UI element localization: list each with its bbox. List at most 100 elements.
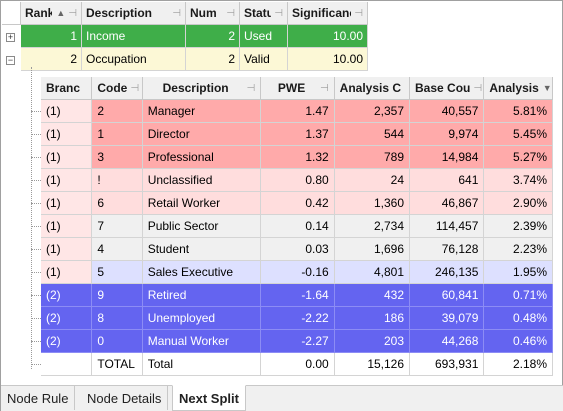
analysis-count-cell: 2,734 (334, 215, 411, 238)
branch-cell: (1) (41, 215, 93, 238)
description-cell: Retired (142, 284, 262, 307)
analysis-cell: 2.23% (484, 238, 553, 261)
branch-cell: (1) (41, 100, 93, 123)
pin-icon[interactable]: ⊣ (319, 82, 329, 94)
code-cell: 9 (92, 284, 143, 307)
branch-cell: (1) (41, 146, 93, 169)
branch-cell: (1) (41, 192, 93, 215)
analysis-cell: 5.81% (484, 100, 553, 123)
pin-icon[interactable]: ⊣ (226, 7, 235, 19)
pwe-cell: 0.00 (261, 353, 335, 376)
tab-next-split[interactable]: Next Split (172, 385, 246, 411)
branch-cell: (2) (41, 307, 93, 330)
column-header-base-count[interactable]: Base Cou ⊣ (410, 77, 485, 100)
branch-cell: (1) (41, 123, 93, 146)
branch-cell: (1) (41, 238, 93, 261)
analysis-cell: 0.71% (484, 284, 553, 307)
tab-node-details[interactable]: Node Details (81, 386, 169, 410)
tree-tick (31, 364, 41, 365)
description-cell: Manual Worker (142, 330, 262, 353)
row-indicator-header (2, 2, 21, 25)
code-cell: TOTAL (92, 353, 143, 376)
split-row[interactable]: (1) 3 Professional 1.32 789 14,984 5.27% (41, 146, 553, 169)
tab-bar: Node Rule Node Details Next Split (1, 385, 563, 411)
column-header-significance[interactable]: Significanc ⊣ (288, 2, 368, 25)
column-header-code[interactable]: Code ⊣ (92, 77, 143, 100)
collapse-minus-icon[interactable]: − (6, 55, 15, 65)
split-row[interactable]: (1) 2 Manager 1.47 2,357 40,557 5.81% (41, 100, 553, 123)
analysis-count-cell: 789 (334, 146, 411, 169)
split-details-header: Branc Code ⊣ Description ⊣ PWE ⊣ Analysis C… (41, 77, 553, 100)
pin-icon[interactable]: ⊣ (246, 82, 256, 94)
column-header-rank[interactable]: Rank ▲ ⊣ (21, 2, 82, 25)
split-row[interactable]: (1) 7 Public Sector 0.14 2,734 114,457 2.39% (41, 215, 553, 238)
description-cell: Retail Worker (142, 192, 262, 215)
split-row[interactable]: (1) 1 Director 1.37 544 9,974 5.45% (41, 123, 553, 146)
tree-tick (31, 226, 41, 227)
column-header-description[interactable]: Description ⊣ (82, 2, 186, 25)
num-cell: 2 (186, 25, 240, 48)
rules-grid-row[interactable]: 2 Occupation 2 Valid 10.00 (2, 48, 368, 71)
base-count-cell: 76,128 (410, 238, 485, 261)
split-row[interactable]: (2) 8 Unemployed -2.22 186 39,079 0.48% (41, 307, 553, 330)
split-row[interactable]: (1) 4 Student 0.03 1,696 76,128 2.23% (41, 238, 553, 261)
expand-plus-icon[interactable]: + (6, 32, 15, 42)
description-cell: Public Sector (142, 215, 262, 238)
base-count-cell: 641 (410, 169, 485, 192)
column-header-num[interactable]: Num ⊣ (186, 2, 240, 25)
description-cell: Director (142, 123, 262, 146)
pin-icon[interactable]: ⊣ (354, 7, 363, 19)
tab-node-rule[interactable]: Node Rule (1, 386, 76, 410)
pin-icon[interactable]: ⊣ (172, 7, 181, 19)
analysis-cell: 5.27% (484, 146, 553, 169)
code-cell: 7 (92, 215, 143, 238)
analysis-count-cell: 1,360 (334, 192, 411, 215)
code-cell: ! (92, 169, 143, 192)
split-row[interactable]: (1)! Unclassified 0.80 24 641 3.74% (41, 169, 553, 192)
column-header-analysis-count[interactable]: Analysis C (334, 77, 411, 100)
sort-ascending-icon: ▲ (56, 8, 66, 18)
base-count-cell: 14,984 (410, 146, 485, 169)
pin-icon[interactable]: ⊣ (473, 82, 483, 94)
pin-icon[interactable]: ⊣ (68, 7, 77, 19)
analysis-count-cell: 544 (334, 123, 411, 146)
tree-tick (31, 295, 41, 296)
code-cell: 5 (92, 261, 143, 284)
code-cell: 4 (92, 238, 143, 261)
branch-cell: (2) (41, 330, 93, 353)
tree-tick (31, 203, 41, 204)
split-row[interactable]: (1) 6 Retail Worker 0.42 1,360 46,867 2.90% (41, 192, 553, 215)
column-header-branch[interactable]: Branc (41, 77, 93, 100)
analysis-cell: 5.45% (484, 123, 553, 146)
pwe-cell: -0.16 (261, 261, 335, 284)
base-count-cell: 44,268 (410, 330, 485, 353)
analysis-count-cell: 24 (334, 169, 411, 192)
status-cell: Valid (240, 48, 288, 71)
pwe-cell: 1.37 (261, 123, 335, 146)
column-header-description[interactable]: Description ⊣ (142, 77, 262, 100)
split-row[interactable]: (2) 0 Manual Worker -2.27 203 44,268 0.46% (41, 330, 553, 353)
rules-grid-row[interactable]: 1 Income 2 Used 10.00 (2, 25, 368, 48)
tree-connector-line (31, 67, 32, 369)
analysis-cell: 1.95% (484, 261, 553, 284)
split-row[interactable]: (1) 5 Sales Executive -0.16 4,801 246,135 1.95… (41, 261, 553, 284)
base-count-cell: 60,841 (410, 284, 485, 307)
split-row[interactable]: (2) 9 Retired -1.64 432 60,841 0.71% (41, 284, 553, 307)
pin-icon[interactable]: ⊣ (130, 82, 140, 94)
pwe-cell: 1.47 (261, 100, 335, 123)
analysis-cell: 2.90% (484, 192, 553, 215)
total-row[interactable]: TOTAL Total 0.00 15,126 693,931 2.18% (41, 353, 553, 376)
column-header-status[interactable]: Statu ⊣ (240, 2, 288, 25)
description-cell: Unclassified (142, 169, 262, 192)
description-cell: Income (82, 25, 186, 48)
pwe-cell: 0.42 (261, 192, 335, 215)
pwe-cell: 1.32 (261, 146, 335, 169)
code-cell: 3 (92, 146, 143, 169)
analysis-count-cell: 15,126 (334, 353, 411, 376)
code-cell: 1 (92, 123, 143, 146)
pin-icon[interactable]: ⊣ (274, 7, 283, 19)
column-header-analysis[interactable]: Analysis▼⊣ (484, 77, 553, 100)
pwe-cell: 0.03 (261, 238, 335, 261)
column-header-pwe[interactable]: PWE ⊣ (261, 77, 335, 100)
